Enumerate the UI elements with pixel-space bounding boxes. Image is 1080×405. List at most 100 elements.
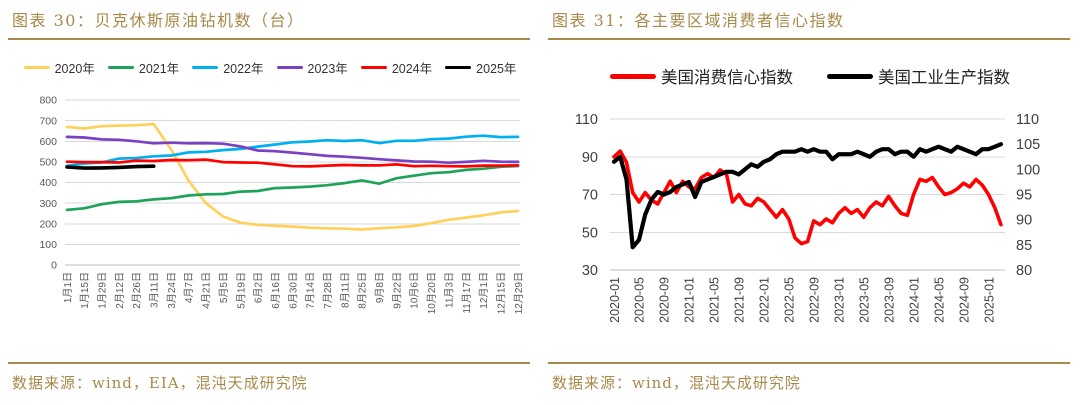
- rig-count-line-chart: 800 700 600 500 400 300 200 100 0 1月1日 1月15日 1月29日 2…: [39, 95, 525, 315]
- x-axis-tick-label: 3月11日: [149, 272, 161, 308]
- legend-item-2021年: 2021年: [107, 58, 180, 77]
- x-axis-tick-label: 12月1日: [478, 272, 490, 309]
- x-axis-tick-label: 1月15日: [79, 272, 91, 309]
- x-axis-tick-label: 2024-05: [932, 277, 946, 323]
- x-axis-tick-label: 7月14日: [305, 272, 317, 309]
- y2-axis-tick-label: 90: [1016, 213, 1032, 229]
- y-axis-tick-label: 500: [39, 157, 57, 169]
- confidence-line-chart: 110 90 70 50 30 110 105 100 95 90 85 80 2020-01 2020-…: [575, 112, 1040, 323]
- source-note-left: 数据来源：wind，EIA，混沌天成研究院: [8, 362, 530, 393]
- legend-label: 2024年: [391, 62, 433, 76]
- legend-label: 2022年: [223, 62, 264, 76]
- y-axis-tick-label: 110: [575, 112, 598, 128]
- y-axis-tick-label: 600: [39, 136, 57, 148]
- x-axis-tick-label: 5月5日: [218, 272, 230, 303]
- y-axis-tick-label: 0: [51, 260, 57, 272]
- y2-axis-tick-label: 85: [1016, 238, 1032, 254]
- legend-dash-icon: [107, 65, 134, 70]
- y-axis-tick-label: 700: [39, 115, 57, 127]
- legend-label: 美国工业生产指数: [878, 69, 1010, 87]
- x-axis-tick-label: 12月15日: [495, 272, 507, 314]
- x-axis-tick-label: 2022-09: [807, 277, 821, 323]
- x-axis-tick-label: 9月8日: [374, 272, 386, 303]
- x-axis-tick-label: 11月3日: [443, 272, 455, 308]
- x-axis-tick-label: 8月11日: [339, 272, 351, 308]
- series-line-2023年: [65, 135, 520, 165]
- legend-dash-icon: [23, 65, 50, 70]
- legend-dash-icon: [445, 65, 472, 70]
- legend-label: 美国消费信心指数: [661, 69, 793, 87]
- legend-dash-icon: [827, 73, 873, 79]
- series-line-2021年: [65, 164, 520, 212]
- x-axis-tick-label: 3月24日: [166, 272, 178, 309]
- x-axis-tick-label: 4月21日: [201, 272, 213, 309]
- legend-item-2022年: 2022年: [192, 58, 264, 77]
- legend-item-2023年: 2023年: [276, 58, 348, 77]
- y-axis-tick-label: 50: [582, 225, 598, 241]
- series-line-2024年: [65, 158, 520, 168]
- legend-item-2025年: 2025年: [445, 58, 516, 77]
- y2-axis-tick-label: 110: [1016, 112, 1039, 128]
- legend-item-美国消费信心指数: 美国消费信心指数: [610, 64, 793, 88]
- x-axis-tick-label: 2月26日: [131, 272, 143, 309]
- x-axis-tick-label: 12月29日: [513, 272, 525, 314]
- x-axis-tick-label: 2月12日: [114, 272, 126, 309]
- x-axis-tick-label: 6月30日: [287, 272, 299, 309]
- panel-confidence-chart: 图表 31：各主要区域消费者信心指数 美国消费信心指数 美国工业生产指数 110 9…: [540, 0, 1080, 405]
- x-axis-tick-label: 4月7日: [183, 272, 195, 303]
- legend-dash-icon: [192, 65, 219, 70]
- legend-rig-count: 2020年 2021年 2022年 2023年 2024年 2025年: [0, 58, 540, 77]
- y-axis-tick-label: 200: [39, 218, 57, 230]
- x-axis-tick-label: 2022-01: [758, 277, 772, 323]
- x-axis-tick-label: 7月28日: [322, 272, 334, 309]
- series-line-2020年: [65, 122, 520, 231]
- panel-rig-count-chart: 图表 30：贝克休斯原油钻机数（台） 2020年 2021年 2022年 2023年 2…: [0, 0, 540, 393]
- legend-label: 2025年: [476, 62, 517, 76]
- series-line-美国消费信心指数: [612, 149, 1003, 246]
- y-axis-tick-label: 800: [39, 95, 57, 107]
- x-axis-tick-label: 2021-09: [733, 277, 747, 323]
- x-axis-tick-label: 8月25日: [357, 272, 369, 309]
- x-axis-tick-label: 2021-05: [708, 277, 722, 323]
- y2-axis-tick-label: 95: [1016, 188, 1032, 204]
- x-axis-tick-label: 1月29日: [96, 272, 108, 309]
- legend-item-2020年: 2020年: [23, 58, 95, 77]
- legend-item-美国工业生产指数: 美国工业生产指数: [827, 64, 1010, 88]
- x-axis-tick-label: 2024-01: [907, 277, 921, 323]
- x-axis-tick-label: 2024-09: [957, 277, 971, 323]
- legend-confidence: 美国消费信心指数 美国工业生产指数: [540, 64, 1080, 88]
- y-axis-tick-label: 90: [582, 150, 598, 166]
- x-axis-tick-label: 6月16日: [270, 272, 282, 309]
- x-axis-tick-label: 2025-01: [982, 277, 996, 323]
- legend-dash-icon: [360, 65, 387, 70]
- y2-axis-tick-label: 105: [1016, 137, 1040, 153]
- x-axis-tick-label: 2023-09: [882, 277, 896, 323]
- x-axis-tick-label: 1月1日: [62, 272, 74, 303]
- series-line-2025年: [65, 164, 156, 170]
- y-axis-tick-label: 400: [39, 177, 57, 189]
- legend-dash-icon: [610, 73, 656, 79]
- x-axis-tick-label: 5月19日: [235, 272, 247, 309]
- legend-item-2024年: 2024年: [360, 58, 433, 77]
- legend-label: 2021年: [138, 62, 180, 76]
- x-axis-tick-label: 2023-01: [832, 277, 846, 323]
- x-axis-tick-label: 2023-05: [857, 277, 871, 323]
- x-axis-tick-label: 2020-09: [658, 277, 672, 323]
- y-axis-tick-label: 300: [39, 198, 57, 210]
- chart-title-rig-count: 图表 30：贝克休斯原油钻机数（台）: [8, 0, 530, 40]
- x-axis-tick-label: 2020-05: [633, 277, 647, 323]
- x-axis-tick-label: 11月17日: [461, 272, 473, 314]
- x-axis-tick-label: 2021-01: [683, 277, 697, 323]
- y2-axis-tick-label: 100: [1016, 162, 1040, 178]
- y-axis-tick-label: 70: [582, 188, 598, 204]
- legend-label: 2020年: [54, 62, 95, 76]
- legend-label: 2023年: [307, 62, 348, 76]
- source-note-right: 数据来源：wind，混沌天成研究院: [548, 362, 1070, 393]
- y-axis-tick-label: 30: [582, 263, 598, 279]
- legend-dash-icon: [276, 65, 303, 70]
- x-axis-tick-label: 9月22日: [391, 272, 403, 309]
- x-axis-tick-label: 2022-05: [783, 277, 797, 323]
- y-axis-tick-label: 100: [39, 239, 57, 251]
- series-line-美国工业生产指数: [611, 142, 1004, 250]
